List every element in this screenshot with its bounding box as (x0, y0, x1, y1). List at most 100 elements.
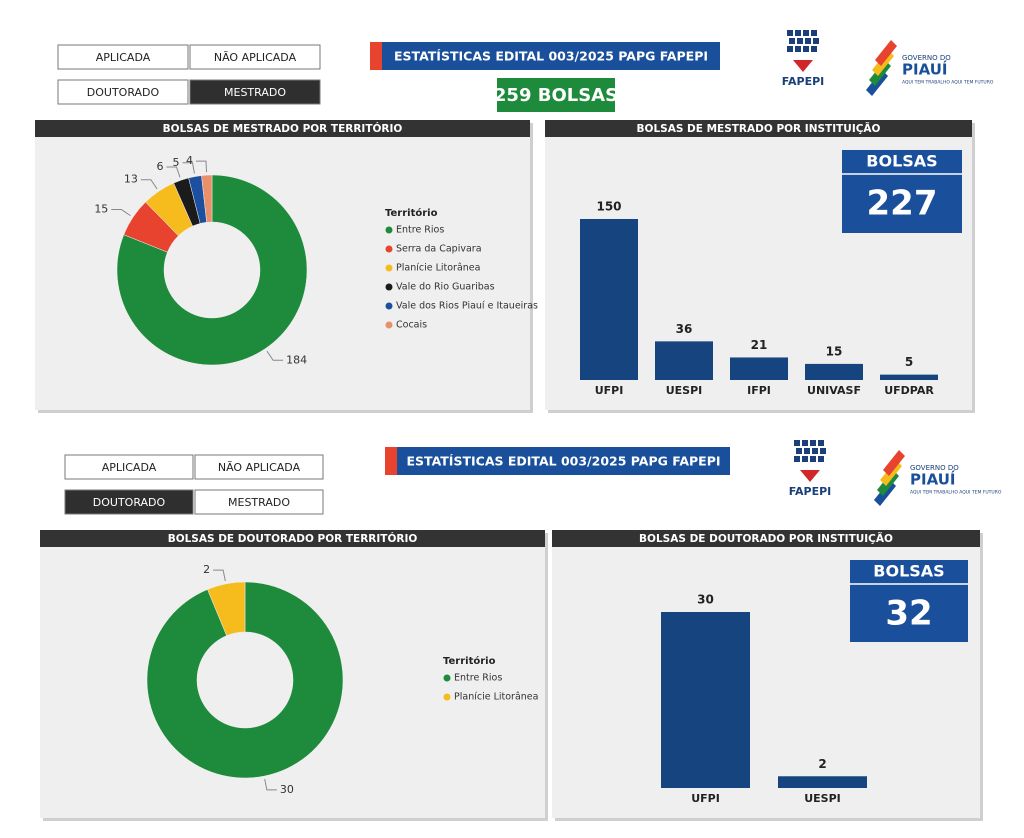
logo-stripe (883, 450, 905, 476)
banner (385, 447, 730, 475)
logo-block (802, 440, 808, 446)
card (842, 150, 962, 233)
logo-block (811, 46, 817, 52)
data-label: 36 (676, 322, 693, 336)
banner-accent (370, 42, 382, 70)
logo-slogan: AQUI TEM TRABALHO AQUI TEM FUTURO (910, 490, 1002, 496)
filter-button[interactable] (194, 489, 324, 515)
card-value: 32 (885, 594, 932, 634)
donut-slice (201, 174, 213, 223)
leader-line (140, 179, 158, 190)
logo-block (818, 440, 824, 446)
legend-swatch (385, 264, 393, 272)
data-label: 30 (280, 783, 294, 796)
logo-block (787, 30, 793, 36)
legend-label: Vale dos Rios Piauí e Itaueiras (396, 301, 538, 312)
logo-governo: GOVERNO DO (902, 54, 951, 62)
logo-block (818, 456, 824, 462)
legend-swatch (385, 226, 393, 234)
filter-label[interactable]: MESTRADO (224, 86, 286, 99)
logo-block (795, 30, 801, 36)
x-tick-label: IFPI (747, 384, 771, 397)
panel-header (552, 530, 980, 547)
logo-stripe (875, 40, 897, 66)
leader-line (182, 162, 195, 174)
logo-triangle (793, 60, 813, 72)
card-label: BOLSAS (866, 152, 937, 171)
filter-label[interactable]: DOUTORADO (87, 86, 160, 99)
logo-block (796, 448, 802, 454)
logo-block (787, 46, 793, 52)
chart-title: BOLSAS DE MESTRADO POR TERRITÓRIO (163, 122, 403, 135)
data-label: 21 (751, 338, 768, 352)
filter-button[interactable] (64, 489, 194, 515)
legend-swatch (385, 321, 393, 329)
bar (580, 219, 638, 380)
leader-line (213, 569, 226, 582)
leader-line (111, 209, 131, 217)
filter-button[interactable] (189, 79, 321, 105)
filter-label[interactable]: NÃO APLICADA (214, 51, 297, 64)
banner (370, 42, 720, 70)
filter-label[interactable]: NÃO APLICADA (218, 461, 301, 474)
leader-line (266, 350, 284, 361)
filter-label[interactable]: APLICADA (96, 51, 151, 64)
logo-block (813, 38, 819, 44)
filter-label[interactable]: DOUTORADO (93, 496, 166, 509)
filter-button[interactable] (64, 454, 194, 480)
filter-label[interactable]: APLICADA (102, 461, 157, 474)
logo-fapepi: FAPEPI (789, 485, 832, 498)
data-label: 6 (156, 160, 163, 173)
data-label: 184 (286, 353, 307, 366)
logo-block (812, 448, 818, 454)
leader-line (195, 160, 208, 173)
logo-block (803, 30, 809, 36)
legend-label: Entre Rios (454, 673, 502, 684)
x-tick-label: UFDPAR (884, 384, 934, 397)
logo-block (810, 456, 816, 462)
data-label: 15 (94, 203, 108, 216)
filter-button[interactable] (189, 44, 321, 70)
logo-piaui: PIAUÍ (910, 470, 956, 489)
filter-button[interactable] (194, 454, 324, 480)
logo-fapepi: FAPEPI (782, 75, 825, 88)
x-tick-label: UESPI (804, 792, 841, 805)
logo-block (794, 456, 800, 462)
donut-slice (207, 581, 246, 636)
filter-button[interactable] (57, 79, 189, 105)
x-tick-label: UFPI (691, 792, 720, 805)
logo-block (810, 440, 816, 446)
legend-title: Território (385, 207, 438, 219)
panel-header (545, 120, 972, 137)
x-tick-label: UFPI (595, 384, 624, 397)
legend-label: Cocais (396, 320, 427, 331)
chart-title: BOLSAS DE MESTRADO POR INSTITUIÇÃO (637, 122, 881, 135)
filter-label[interactable]: MESTRADO (228, 496, 290, 509)
legend-swatch (443, 693, 451, 701)
logo-block (802, 456, 808, 462)
total-box (497, 78, 615, 112)
banner-accent (385, 447, 397, 475)
legend-swatch (443, 674, 451, 682)
logo-block (794, 440, 800, 446)
legend-label: Serra da Capivara (396, 244, 482, 255)
logo-block (789, 38, 795, 44)
filter-button[interactable] (57, 44, 189, 70)
logo-triangle (800, 470, 820, 482)
leader-line (166, 166, 181, 178)
x-tick-label: UNIVASF (807, 384, 861, 397)
data-label: 2 (203, 563, 210, 576)
panel-header (35, 120, 530, 137)
logo-governo: GOVERNO DO (910, 464, 959, 472)
data-label: 5 (172, 156, 179, 169)
legend-label: Vale do Rio Guaribas (396, 282, 495, 293)
total-text: 259 BOLSAS (494, 85, 618, 106)
logo-piaui: PIAUÍ (902, 60, 948, 79)
chart-title: BOLSAS DE DOUTORADO POR INSTITUIÇÃO (639, 532, 893, 545)
logo-block (820, 448, 826, 454)
logo-slogan: AQUI TEM TRABALHO AQUI TEM FUTURO (902, 80, 994, 86)
data-label: 2 (818, 757, 826, 771)
legend-label: Planície Litorânea (396, 263, 480, 274)
banner-title: ESTATÍSTICAS EDITAL 003/2025 PAPG FAPEPI (406, 454, 720, 469)
